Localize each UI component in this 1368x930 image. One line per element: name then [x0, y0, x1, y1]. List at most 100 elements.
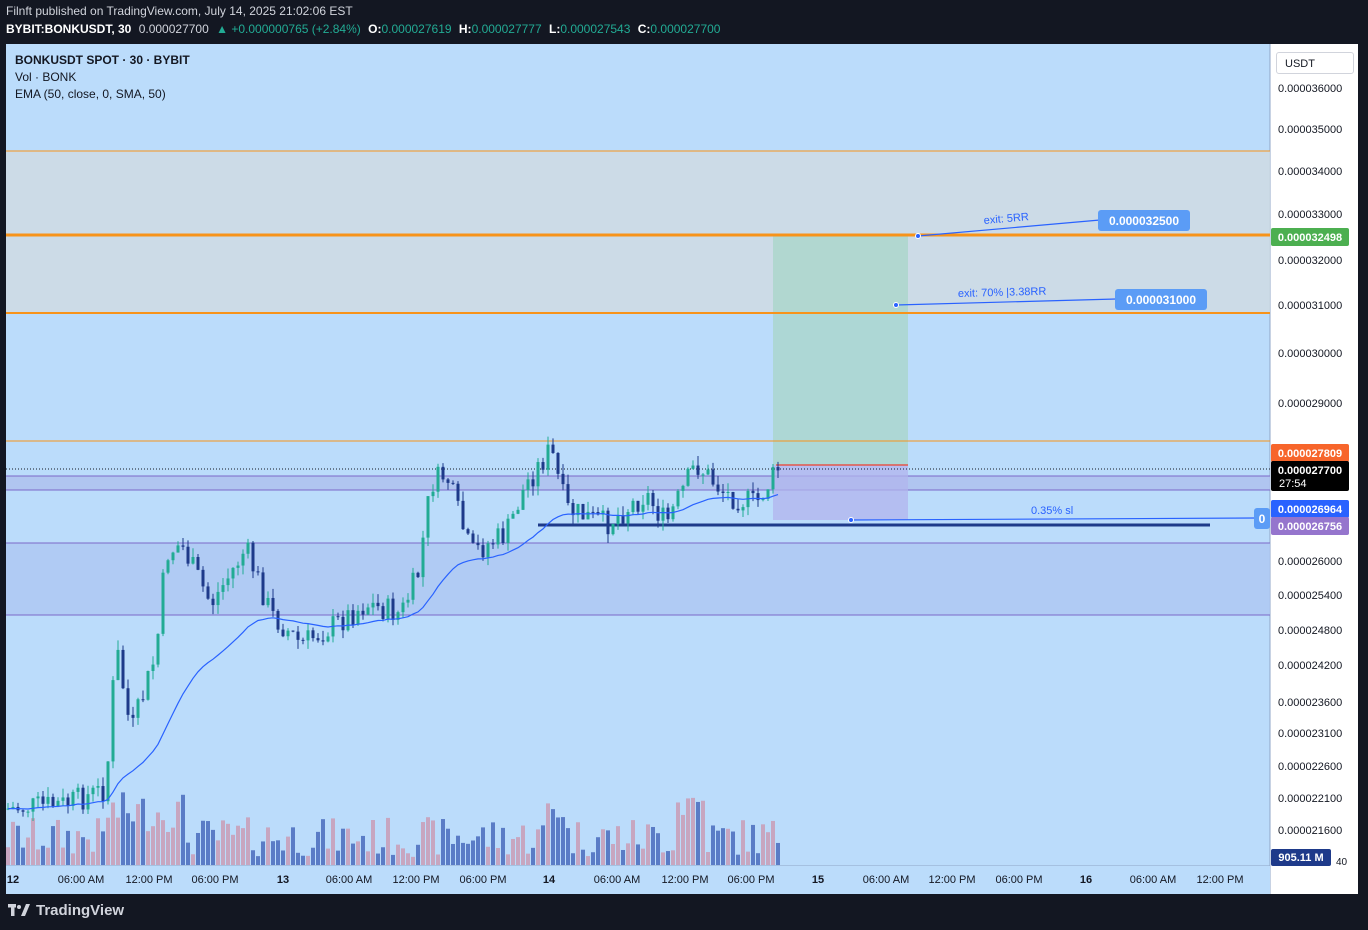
volume-bar [611, 843, 615, 865]
volume-bar [386, 817, 390, 865]
volume-bar [61, 847, 65, 865]
tp1-anchor[interactable] [893, 302, 899, 308]
sl-price-tag[interactable] [1254, 508, 1270, 529]
volume-bar [616, 826, 620, 865]
candle-body [121, 649, 125, 689]
volume-bar [736, 854, 740, 865]
volume-bar [676, 802, 680, 865]
candle-body [606, 510, 610, 535]
volume-bar [306, 855, 310, 865]
volume-bar [541, 825, 545, 865]
volume-bar [56, 819, 60, 865]
volume-bar [121, 792, 125, 865]
volume-bar [716, 830, 720, 865]
tp2-price-tag[interactable] [1098, 210, 1190, 231]
volume-bar [436, 854, 440, 865]
candle-body [761, 498, 765, 501]
tp2-trendline[interactable] [917, 219, 1101, 237]
volume-bar [286, 836, 290, 865]
stop-area[interactable] [773, 465, 908, 520]
legend-title[interactable]: BONKUSDT SPOT · 30 · BYBIT [15, 53, 190, 67]
candle-body [66, 797, 70, 806]
candle-body [241, 553, 245, 566]
volume-bar [441, 819, 445, 865]
candle-body [631, 500, 635, 513]
candle-body [521, 490, 525, 510]
time-tick-label: 12:00 PM [392, 874, 439, 886]
sl-trendline[interactable] [850, 517, 1257, 521]
volume-bar [251, 850, 255, 865]
volume-bar [226, 823, 230, 865]
volume-bar [391, 854, 395, 865]
volume-bar [91, 851, 95, 865]
candle-body [291, 630, 295, 632]
volume-bar [576, 822, 580, 865]
candle-body [641, 504, 645, 512]
level-a-badge [1271, 500, 1349, 518]
candle-body [11, 806, 15, 809]
candle-body [166, 560, 170, 573]
tp1-label: exit: 70% |3.38RR [958, 286, 1047, 300]
candle-body [246, 542, 250, 554]
volume-bar [346, 828, 350, 865]
volume-bar [401, 848, 405, 865]
chart-container[interactable]: exit: 5RR 0.000032500 exit: 70% |3.38RR … [6, 44, 1358, 894]
candle-body [51, 796, 55, 807]
price-tick-label: 0.000023600 [1278, 697, 1342, 709]
volume-bar [721, 828, 725, 865]
candle-body [766, 489, 770, 499]
tp2-anchor[interactable] [915, 233, 921, 239]
volume-bar [556, 817, 560, 865]
price-tick-label: 0.000023100 [1278, 728, 1342, 740]
tp2-badge-text: 0.000032498 [1278, 232, 1342, 244]
chart-canvas[interactable]: exit: 5RR 0.000032500 exit: 70% |3.38RR … [6, 44, 1358, 894]
volume-bar [731, 831, 735, 865]
volume-bar [321, 819, 325, 865]
volume-bar [666, 851, 670, 865]
candle-body [341, 616, 345, 631]
volume-bar [186, 842, 190, 865]
candlesticks [6, 436, 780, 822]
volume-bar [106, 817, 110, 865]
volume-bar [601, 829, 605, 865]
tp1-trendline[interactable] [895, 298, 1117, 306]
sl-anchor[interactable] [848, 517, 854, 523]
volume-bar [301, 855, 305, 865]
legend-volume[interactable]: Vol · BONK [15, 70, 77, 84]
candle-body [206, 586, 210, 599]
candle-body [756, 493, 760, 501]
candle-body [326, 636, 330, 642]
candle-body [111, 680, 115, 762]
candle-body [651, 492, 655, 507]
candle-body [251, 542, 255, 572]
candle-body [581, 503, 585, 520]
candle-body [506, 518, 510, 543]
candle-body [556, 452, 560, 474]
time-tick-label: 16 [1080, 874, 1092, 886]
candle-body [486, 543, 490, 558]
candle-body [136, 699, 140, 718]
price-tick-label: 0.000024800 [1278, 625, 1342, 637]
volume-bar [156, 812, 160, 865]
tp2-price-text: 0.000032500 [1109, 214, 1179, 228]
chart-legend[interactable]: BONKUSDT SPOT · 30 · BYBIT Vol · BONK EM… [15, 52, 190, 103]
currency-selector[interactable]: USDT [1276, 52, 1354, 74]
candle-body [151, 664, 155, 671]
volume-bar [151, 826, 155, 865]
volume-bar [766, 832, 770, 865]
target-area[interactable] [773, 235, 908, 465]
low-value: 0.000027543 [560, 22, 631, 36]
volume-bar [756, 853, 760, 865]
high-value: 0.000027777 [471, 22, 542, 36]
time-tick-label: 15 [812, 874, 824, 886]
candle-body [386, 598, 390, 619]
candle-body [376, 602, 380, 607]
volume-bar [296, 852, 300, 865]
legend-ema[interactable]: EMA (50, close, 0, SMA, 50) [15, 87, 166, 101]
volume-bar [351, 843, 355, 865]
time-tick-label: 06:00 PM [727, 874, 774, 886]
candle-body [451, 482, 455, 484]
tp1-price-tag[interactable] [1115, 289, 1207, 310]
footer-brand[interactable]: TradingView [8, 902, 124, 919]
low-label: L: [548, 22, 561, 36]
